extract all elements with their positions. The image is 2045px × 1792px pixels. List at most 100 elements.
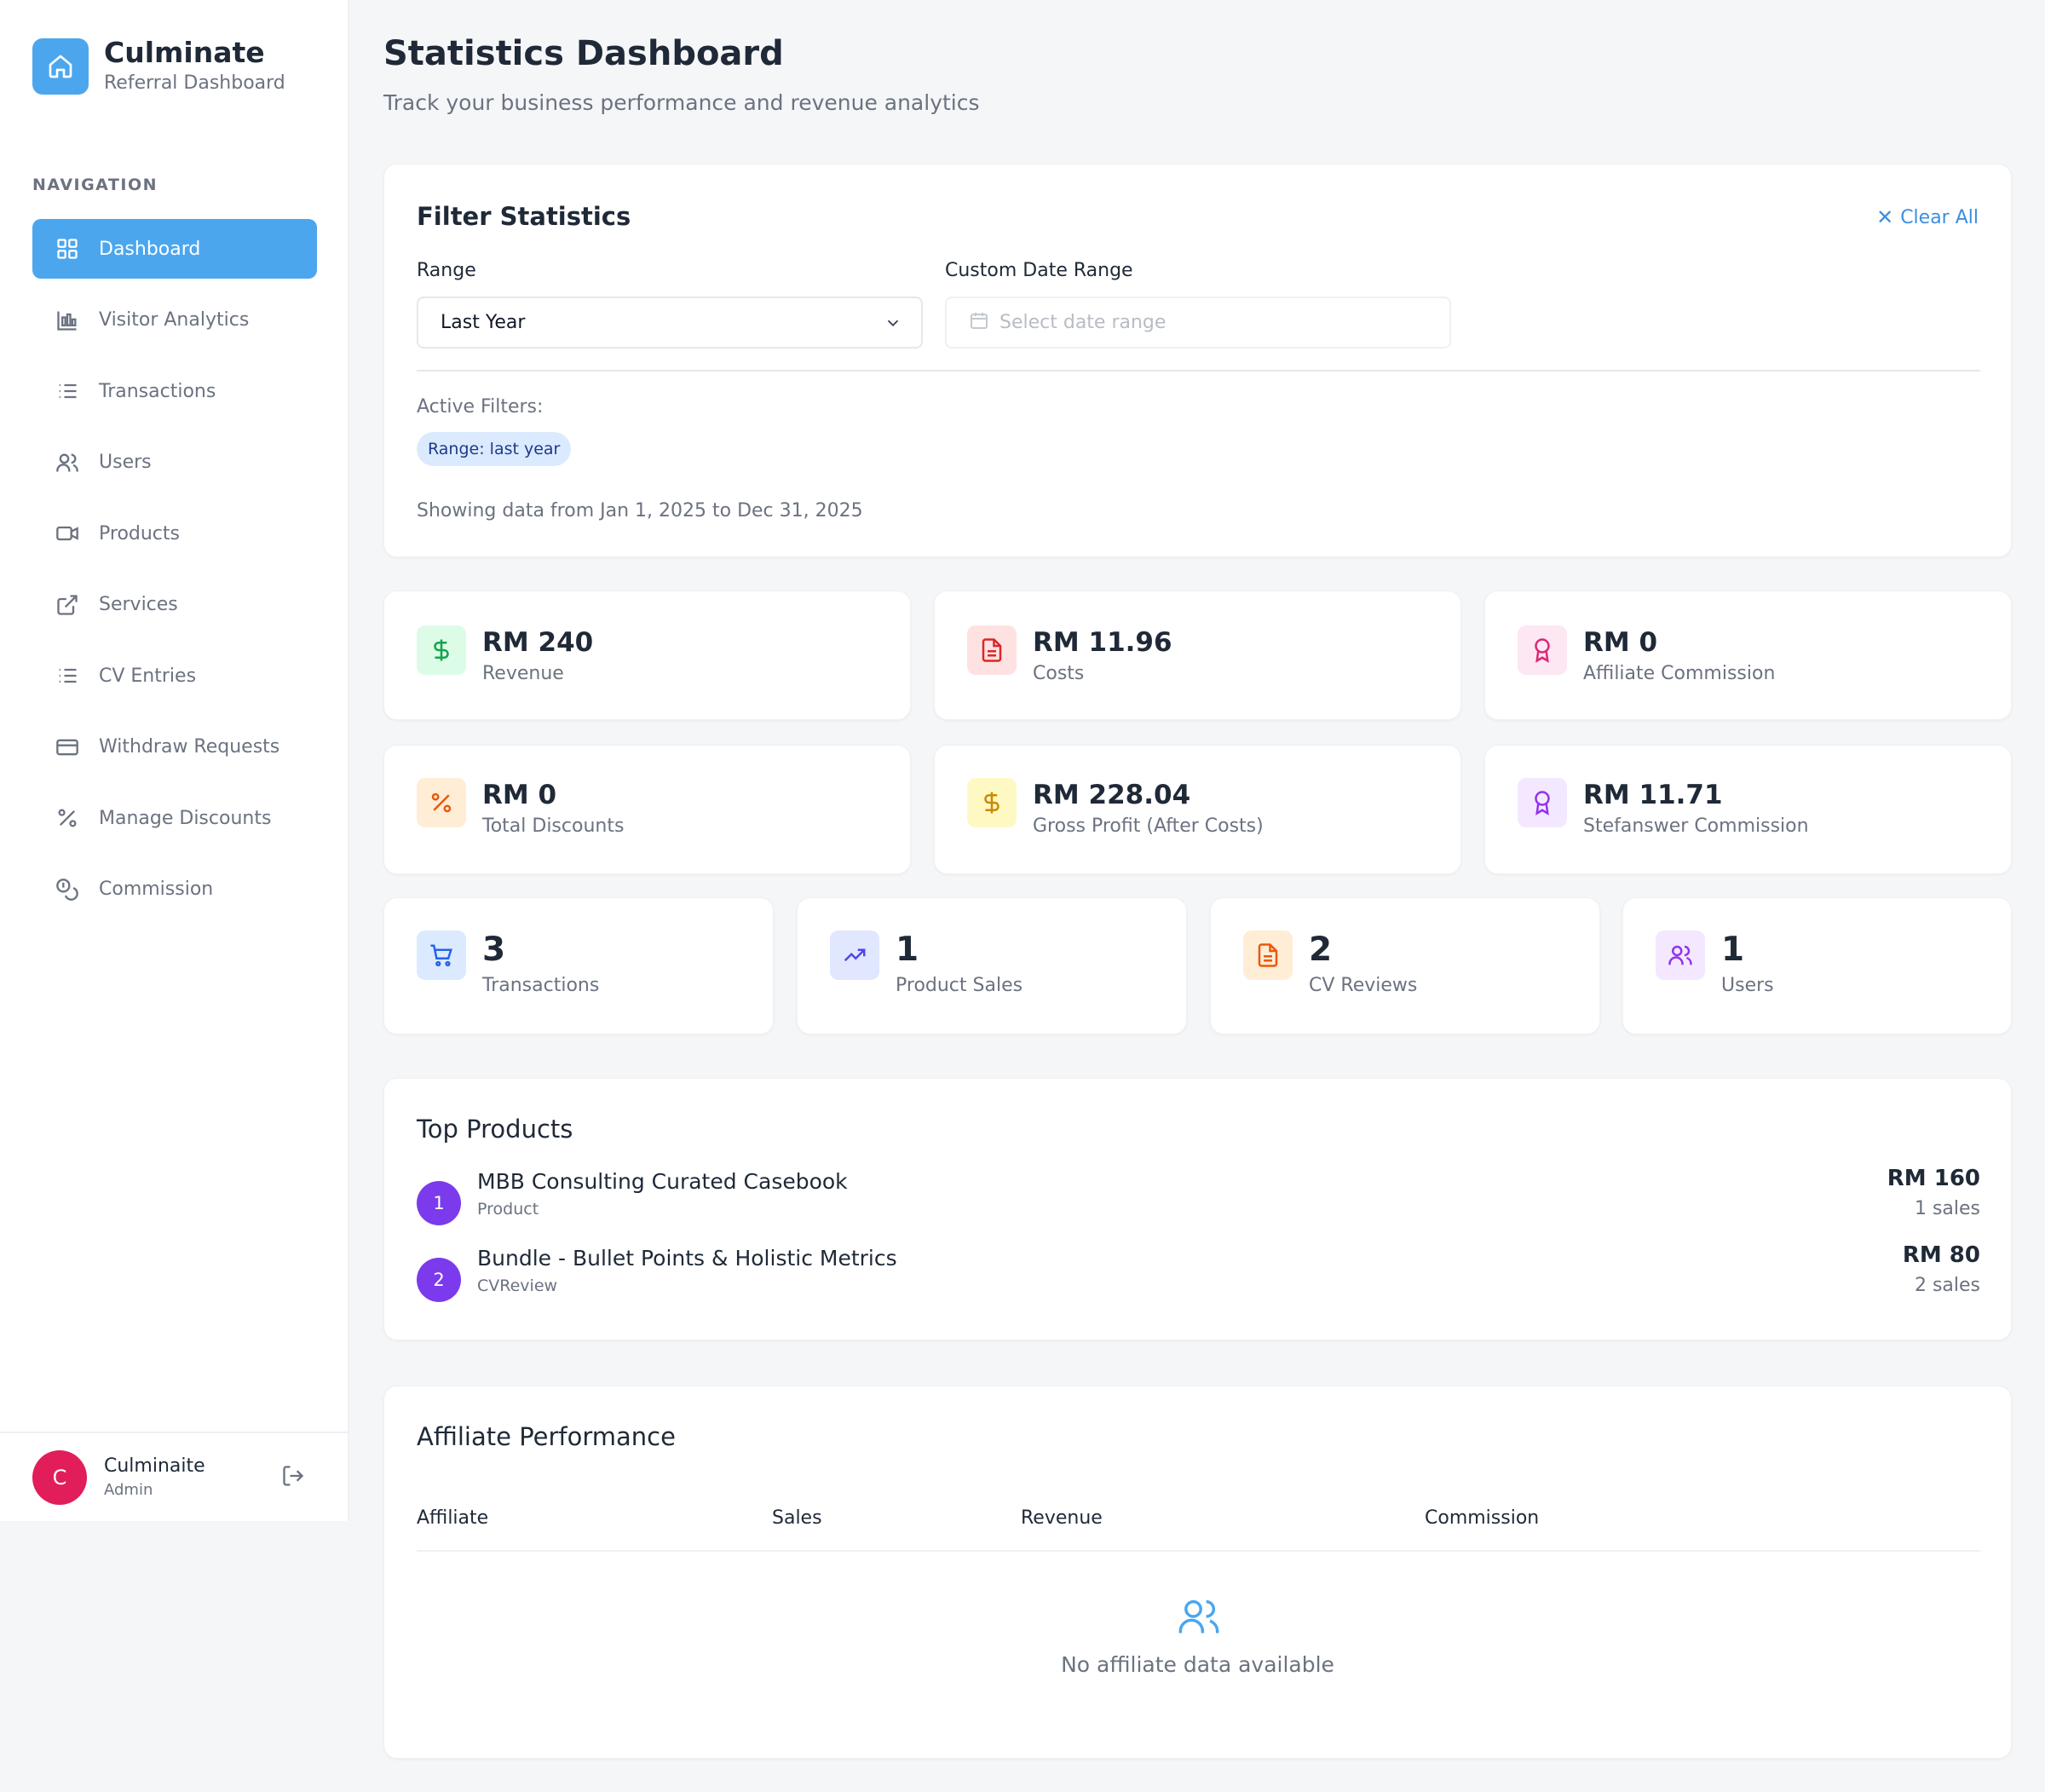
stat-value: 3 (482, 931, 506, 969)
stat-card-cv-reviews: 2 CV Reviews (1210, 897, 1600, 1034)
sidebar-item-label: Services (99, 594, 178, 615)
sidebar-item-services[interactable]: Services (32, 575, 317, 635)
brand[interactable]: Culminate Referral Dashboard (32, 36, 285, 97)
stat-card-total-discounts: RM 0 Total Discounts (383, 745, 911, 874)
sidebar-item-manage-discounts[interactable]: Manage Discounts (32, 788, 317, 848)
coins-icon (55, 877, 80, 902)
document-icon (1243, 931, 1293, 980)
stat-value: RM 228.04 (1033, 780, 1191, 810)
sidebar-item-visitor-analytics[interactable]: Visitor Analytics (32, 291, 317, 350)
product-type: Product (477, 1200, 539, 1219)
sidebar-item-withdraw-requests[interactable]: Withdraw Requests (32, 717, 317, 777)
stat-label: Product Sales (896, 975, 1023, 996)
affiliate-title: Affiliate Performance (417, 1422, 676, 1451)
column-header-commission[interactable]: Commission (1425, 1507, 1540, 1529)
stat-value: RM 11.96 (1033, 627, 1172, 658)
percent-icon (417, 778, 466, 827)
user-profile: C Culminaite Admin (0, 1432, 349, 1521)
empty-state-message: No affiliate data available (1061, 1652, 1334, 1677)
sidebar-item-dashboard[interactable]: Dashboard (32, 219, 317, 279)
stat-card-costs: RM 11.96 Costs (934, 591, 1461, 720)
date-range-input[interactable]: Select date range (945, 297, 1451, 349)
credit-card-icon (55, 735, 80, 760)
range-label: Range (417, 260, 476, 281)
range-select[interactable]: Last Year (417, 297, 923, 349)
video-icon (55, 521, 80, 546)
dollar-icon (967, 778, 1017, 827)
stat-value: RM 0 (482, 780, 557, 810)
stat-card-users: 1 Users (1622, 897, 2012, 1034)
stat-label: Transactions (482, 975, 600, 996)
stat-value: RM 0 (1583, 627, 1658, 658)
stat-value: 2 (1309, 931, 1333, 969)
stat-value: RM 11.71 (1583, 780, 1723, 810)
filter-title: Filter Statistics (417, 202, 631, 231)
dollar-icon (417, 625, 466, 675)
clear-all-label: Clear All (1900, 206, 1979, 228)
sidebar-item-commission[interactable]: Commission (32, 860, 317, 919)
sidebar-item-transactions[interactable]: Transactions (32, 361, 317, 421)
cart-icon (417, 931, 466, 980)
sidebar-nav: Dashboard Visitor Analytics Transactions… (32, 219, 317, 931)
range-select-value: Last Year (441, 312, 526, 333)
award-icon (1518, 778, 1567, 827)
stat-card-transactions: 3 Transactions (383, 897, 774, 1034)
logout-icon[interactable] (281, 1464, 307, 1489)
stat-card-stefanswer-commission: RM 11.71 Stefanswer Commission (1484, 745, 2012, 874)
clear-all-button[interactable]: ✕ Clear All (1876, 205, 1979, 229)
stat-label: Total Discounts (482, 815, 625, 837)
users-icon (1177, 1594, 1221, 1642)
sidebar-item-label: Dashboard (99, 238, 201, 260)
nav-heading: NAVIGATION (32, 176, 158, 194)
column-header-affiliate[interactable]: Affiliate (417, 1507, 489, 1529)
chevron-down-icon (884, 314, 902, 337)
stat-card-product-sales: 1 Product Sales (797, 897, 1187, 1034)
product-revenue: RM 160 (1887, 1166, 1980, 1191)
user-name: Culminaite (104, 1455, 205, 1477)
product-sales: 1 sales (1914, 1198, 1980, 1219)
sidebar-item-products[interactable]: Products (32, 504, 317, 563)
date-range-placeholder: Select date range (999, 312, 1167, 333)
home-icon (32, 38, 89, 95)
date-range-summary: Showing data from Jan 1, 2025 to Dec 31,… (417, 500, 863, 521)
product-revenue: RM 80 (1902, 1242, 1980, 1268)
column-header-revenue[interactable]: Revenue (1021, 1507, 1103, 1529)
affiliate-performance-card: Affiliate Performance Affiliate Sales Re… (383, 1386, 2012, 1759)
stat-value: 1 (1721, 931, 1745, 969)
stat-label: CV Reviews (1309, 975, 1418, 996)
active-filter-chip[interactable]: Range: last year (417, 432, 572, 466)
percent-icon (55, 805, 80, 831)
trending-up-icon (830, 931, 879, 980)
external-link-icon (55, 592, 80, 618)
list-item[interactable]: 1 MBB Consulting Curated Casebook Produc… (417, 1166, 1980, 1249)
top-products-title: Top Products (417, 1115, 573, 1144)
stat-label: Revenue (482, 663, 564, 684)
stat-value: 1 (896, 931, 919, 969)
brand-subtitle: Referral Dashboard (104, 72, 285, 94)
sidebar-item-label: Manage Discounts (99, 807, 272, 829)
sidebar-item-users[interactable]: Users (32, 433, 317, 493)
divider (417, 1550, 1980, 1552)
product-sales: 2 sales (1914, 1275, 1980, 1296)
divider (417, 370, 1980, 372)
sidebar-item-label: Withdraw Requests (99, 736, 280, 758)
list-icon (55, 378, 80, 404)
stat-label: Affiliate Commission (1583, 663, 1776, 684)
sidebar-item-label: Transactions (99, 380, 216, 402)
column-header-sales[interactable]: Sales (772, 1507, 822, 1529)
avatar[interactable]: C (32, 1449, 87, 1505)
product-type: CVReview (477, 1276, 558, 1295)
product-name: Bundle - Bullet Points & Holistic Metric… (477, 1246, 897, 1271)
page-title: Statistics Dashboard (383, 34, 784, 73)
stat-card-affiliate-commission: RM 0 Affiliate Commission (1484, 591, 2012, 720)
users-icon (55, 450, 80, 475)
sidebar-item-label: Visitor Analytics (99, 309, 250, 331)
sidebar-item-label: Products (99, 522, 180, 545)
sidebar-item-cv-entries[interactable]: CV Entries (32, 646, 317, 706)
sidebar-item-label: CV Entries (99, 665, 197, 687)
list-item[interactable]: 2 Bundle - Bullet Points & Holistic Metr… (417, 1242, 1980, 1326)
sidebar-item-label: Users (99, 452, 152, 473)
sidebar: Culminate Referral Dashboard NAVIGATION … (0, 0, 349, 1521)
stat-label: Costs (1033, 663, 1085, 684)
user-role: Admin (104, 1480, 153, 1499)
